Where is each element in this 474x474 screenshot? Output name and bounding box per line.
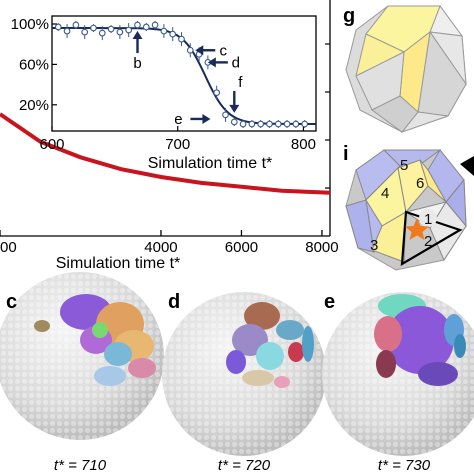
net-node-circle-1 bbox=[419, 209, 437, 227]
inset-annotation-d: d bbox=[232, 54, 240, 71]
inset-data-point bbox=[63, 27, 71, 35]
main-x-tick-label: 00 bbox=[0, 239, 17, 256]
cluster-d bbox=[226, 302, 314, 388]
inset-data-point bbox=[274, 120, 282, 128]
inset-arrow-b bbox=[132, 31, 143, 40]
inset-data-point bbox=[178, 35, 185, 43]
caption-e: t* = 730 bbox=[378, 457, 431, 474]
inset-data-point bbox=[72, 21, 80, 29]
panel-d: d t* = 720 bbox=[162, 291, 326, 474]
inset-data-point bbox=[230, 118, 238, 126]
inset-data-point bbox=[266, 120, 273, 128]
inset-data-point bbox=[142, 23, 150, 31]
net-label-6: 6 bbox=[416, 175, 424, 192]
inset-data-point bbox=[239, 120, 247, 128]
inset-annotation-c: c bbox=[220, 42, 228, 59]
panel-label-g: g bbox=[343, 5, 355, 27]
inset-data-point bbox=[134, 21, 141, 29]
inset-data-point bbox=[283, 120, 291, 128]
inset-y-tick-label: 60% bbox=[19, 56, 49, 73]
inset-data-point bbox=[213, 89, 221, 97]
panel-label-i: i bbox=[343, 143, 349, 165]
inset-data-point bbox=[116, 28, 124, 36]
inset-annotation-e: e bbox=[174, 111, 182, 128]
panel-e: e t* = 730 bbox=[322, 291, 474, 474]
inset-x-tick-label: 800 bbox=[291, 136, 316, 153]
main-x-tick-label: 4000 bbox=[144, 239, 177, 256]
net-label-2: 2 bbox=[424, 233, 432, 250]
inset-arrow-f bbox=[229, 104, 240, 113]
inset-data-point bbox=[301, 120, 309, 128]
inset-data-point bbox=[292, 120, 300, 128]
inset-frame bbox=[51, 15, 317, 132]
main-x-axis-label: Simulation time t* bbox=[56, 255, 181, 272]
net-label-5: 5 bbox=[400, 157, 408, 174]
inset-y-tick-label: 20% bbox=[19, 97, 49, 114]
inset-data-point bbox=[81, 28, 89, 36]
inset-data-point bbox=[160, 27, 168, 35]
inset-x-tick-label: 600 bbox=[39, 136, 64, 153]
inset-x-axis-label: Simulation time t* bbox=[148, 155, 273, 172]
panel-i-pointer-icon bbox=[460, 156, 474, 176]
inset-chart: 600 700 800 100% 60% 20% b cd e f Simulation tim… bbox=[11, 15, 317, 172]
polyhedron-face-shade-2 bbox=[371, 95, 419, 133]
inset-data-point bbox=[54, 23, 62, 31]
inset-data-point bbox=[257, 120, 265, 128]
net-label-4: 4 bbox=[381, 185, 389, 202]
cluster-c bbox=[34, 294, 156, 386]
inset-data-point bbox=[107, 25, 115, 33]
main-x-tick-label: 6000 bbox=[225, 239, 258, 256]
inset-arrow-e bbox=[202, 113, 211, 124]
inset-annotation-b: b bbox=[133, 55, 141, 72]
caption-c: t* = 710 bbox=[54, 457, 107, 474]
sphere-d-texture bbox=[162, 292, 326, 456]
main-chart: 00 4000 6000 8000 Simulation time t* bbox=[0, 0, 339, 272]
net-face-white-2 bbox=[429, 201, 467, 262]
star-icon bbox=[405, 218, 429, 240]
inset-data-point bbox=[248, 120, 256, 128]
inset-x-tick-label: 700 bbox=[165, 136, 190, 153]
panel-label-d: d bbox=[168, 291, 180, 313]
cluster-e bbox=[374, 294, 466, 386]
inset-data-point bbox=[125, 26, 133, 34]
inset-data-point bbox=[151, 21, 159, 29]
inset-data-point bbox=[90, 24, 97, 32]
inset-arrow-c bbox=[195, 45, 204, 56]
inset-arrow-d bbox=[207, 57, 216, 68]
main-x-tick-label: 8000 bbox=[305, 239, 338, 256]
main-series-line bbox=[0, 112, 331, 195]
inset-annotation-f: f bbox=[238, 74, 243, 91]
panel-c: c t* = 710 bbox=[0, 272, 164, 474]
net-label-3: 3 bbox=[370, 237, 378, 254]
panel-label-e: e bbox=[324, 291, 335, 313]
panel-i: i 1 2 3 4 5 6 bbox=[343, 143, 474, 271]
net-label-1: 1 bbox=[424, 211, 432, 228]
inset-data-point bbox=[222, 111, 229, 119]
caption-d: t* = 720 bbox=[218, 457, 271, 474]
inset-y-tick-label: 100% bbox=[11, 16, 49, 33]
panel-label-c: c bbox=[6, 291, 17, 313]
panel-g: g bbox=[343, 4, 467, 134]
inset-data-point bbox=[186, 46, 194, 54]
inset-data-point bbox=[98, 29, 106, 37]
inset-data-point bbox=[169, 30, 177, 38]
